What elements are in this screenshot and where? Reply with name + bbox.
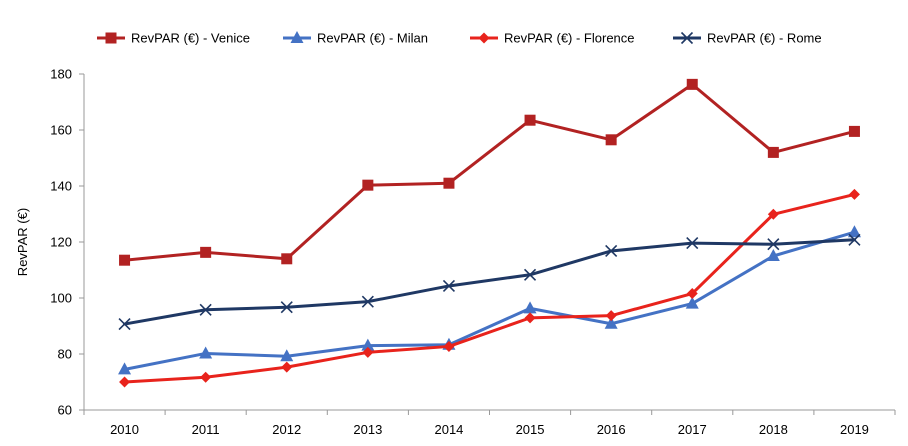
legend-swatch-marker	[680, 31, 694, 45]
y-tick-label: 120	[50, 235, 72, 250]
legend: RevPAR (€) - Venice RevPAR (€) - Milan Rev…	[97, 31, 822, 46]
legend-swatch-marker	[290, 31, 304, 43]
series-3	[118, 233, 861, 331]
y-axis-title: RevPAR (€)	[15, 208, 30, 276]
axes: 60 80 100 120 140 160 180 2010 2011 2012 2013 2014 2…	[50, 67, 896, 437]
data-point	[443, 177, 455, 189]
data-point	[767, 238, 780, 251]
x-tick-label: 2019	[840, 422, 869, 437]
x-tick-label: 2012	[272, 422, 301, 437]
data-point	[767, 208, 779, 220]
legend-entry: RevPAR (€) - Venice	[97, 31, 250, 46]
data-point	[848, 233, 861, 246]
data-point	[119, 254, 131, 266]
data-point	[685, 296, 699, 309]
x-tick-label: 2018	[759, 422, 788, 437]
data-point	[442, 279, 456, 293]
data-point	[847, 225, 861, 238]
y-tick-label: 140	[50, 179, 72, 194]
series-line	[123, 82, 856, 262]
data-point	[605, 310, 617, 322]
x-tick-label: 2011	[192, 422, 220, 437]
data-point	[119, 376, 131, 388]
legend-swatch-marker	[105, 32, 117, 44]
data-point	[280, 301, 293, 314]
data-point	[281, 253, 293, 265]
data-point	[200, 246, 212, 258]
legend-swatch-marker	[478, 32, 490, 44]
data-point	[362, 179, 374, 191]
x-tick-label: 2014	[434, 422, 463, 437]
legend-entry: RevPAR (€) - Milan	[283, 31, 428, 46]
data-point	[524, 312, 536, 324]
data-point	[686, 288, 698, 300]
x-tick-label: 2015	[516, 422, 545, 437]
data-point	[686, 78, 698, 90]
series-line	[123, 238, 856, 326]
series-0	[119, 78, 860, 266]
series-2	[119, 188, 860, 388]
series-line	[123, 192, 856, 384]
series-line	[123, 230, 856, 371]
data-point	[524, 114, 536, 126]
legend-label: RevPAR (€) - Venice	[131, 31, 250, 46]
data-point	[361, 338, 375, 351]
x-tick-label: 2013	[353, 422, 382, 437]
x-tick-label: 2010	[110, 422, 139, 437]
data-point	[686, 237, 699, 250]
data-point	[767, 146, 779, 158]
data-point	[361, 295, 374, 308]
data-point	[848, 125, 860, 137]
data-point	[118, 317, 131, 331]
series-layer	[118, 78, 861, 388]
data-point	[604, 316, 618, 329]
data-point	[362, 346, 374, 358]
data-point	[200, 371, 212, 383]
y-tick-label: 160	[50, 123, 72, 138]
legend-entry: RevPAR (€) - Rome	[673, 31, 822, 46]
x-tick-label: 2016	[597, 422, 626, 437]
series-1	[118, 225, 861, 375]
legend-label: RevPAR (€) - Milan	[317, 31, 428, 46]
data-point	[605, 244, 618, 258]
y-tick-label: 180	[50, 67, 72, 82]
data-point	[443, 340, 455, 352]
y-tick-label: 60	[58, 403, 72, 418]
data-point	[848, 188, 860, 200]
data-point	[199, 303, 212, 316]
data-point	[605, 134, 617, 146]
data-point	[523, 301, 537, 314]
data-point	[118, 362, 132, 375]
x-tick-label: 2017	[678, 422, 707, 437]
legend-label: RevPAR (€) - Rome	[707, 31, 822, 46]
data-point	[199, 346, 213, 359]
legend-entry: RevPAR (€) - Florence	[470, 31, 635, 46]
legend-label: RevPAR (€) - Florence	[504, 31, 635, 46]
y-tick-label: 80	[58, 347, 72, 362]
data-point	[523, 268, 537, 281]
data-point	[281, 361, 293, 373]
data-point	[766, 249, 780, 261]
data-point	[280, 349, 294, 362]
y-tick-label: 100	[50, 291, 72, 306]
